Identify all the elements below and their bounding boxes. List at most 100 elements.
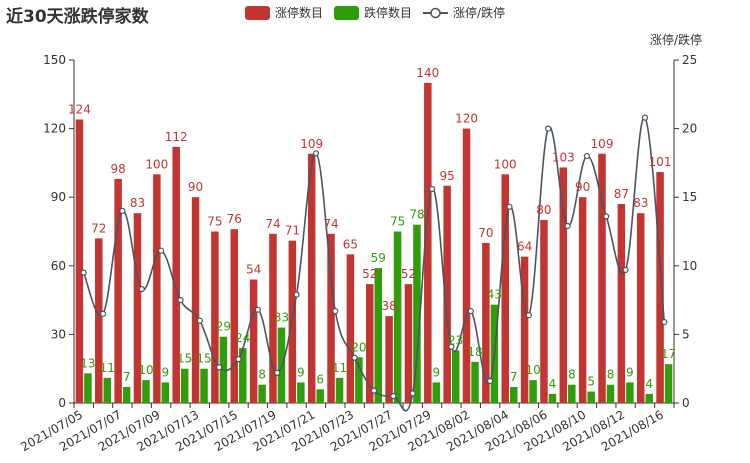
data-label-limit-up: 109 (591, 137, 614, 151)
ratio-point (312, 150, 320, 157)
data-label-limit-down: 10 (525, 363, 540, 377)
ratio-point (177, 297, 184, 304)
bar-limit-down (316, 389, 324, 403)
ratio-line-path (82, 116, 666, 412)
right-axis-tick-label: 10 (682, 259, 697, 273)
ratio-point (235, 355, 242, 363)
ratio-point (138, 286, 145, 293)
ratio-point (603, 213, 610, 220)
ratio-point (661, 318, 668, 326)
legend-label-ratio: 涨停/跌停 (453, 6, 506, 20)
ratio-point (293, 291, 300, 298)
right-axis-tick-label: 5 (682, 327, 690, 341)
data-label-limit-up: 95 (440, 169, 455, 183)
bar-limit-up (520, 256, 529, 403)
legend-label-limit-up: 涨停数目 (275, 6, 324, 20)
bar-limit-up (230, 229, 239, 403)
data-label-limit-down: 6 (316, 372, 324, 386)
data-label-limit-down: 20 (351, 340, 366, 354)
data-label-limit-up: 100 (145, 157, 168, 171)
data-label-limit-down: 8 (568, 368, 576, 382)
ratio-point (332, 307, 339, 315)
chart-title: 近30天涨跌停家数 (6, 7, 149, 27)
bar-limit-up (211, 231, 219, 403)
series-ratio-line (80, 114, 668, 412)
data-label-limit-up: 71 (285, 224, 300, 238)
ratio-point (487, 377, 494, 385)
bar-limit-up (636, 213, 645, 403)
data-label-limit-up: 52 (362, 267, 377, 281)
bar-limit-up (443, 185, 451, 403)
bar-limit-up (559, 167, 568, 403)
data-label-limit-down: 24 (235, 331, 250, 345)
bar-limit-down (161, 382, 170, 403)
data-label-limit-up: 75 (207, 215, 222, 229)
data-label-limit-up: 120 (455, 112, 478, 126)
bar-limit-up (501, 174, 509, 403)
bar-limit-up (385, 316, 393, 403)
ratio-point (467, 307, 474, 315)
bar-limit-down (451, 350, 460, 403)
ratio-point (216, 364, 223, 371)
data-label-limit-up: 140 (416, 66, 439, 80)
legend-item-ratio[interactable]: 涨停/跌停 (423, 4, 505, 21)
data-label-limit-down: 29 (216, 320, 231, 334)
bar-limit-up (327, 233, 335, 403)
ratio-point (157, 247, 165, 254)
bar-limit-up (75, 119, 84, 403)
bar-limit-up (578, 197, 587, 403)
data-label-limit-up: 74 (323, 217, 338, 231)
data-label-limit-up: 83 (130, 196, 145, 210)
data-label-limit-down: 13 (80, 356, 95, 370)
bar-limit-up (133, 213, 142, 403)
data-label-limit-up: 101 (649, 155, 672, 169)
bar-limit-down (335, 377, 344, 403)
ratio-point (564, 222, 571, 230)
data-label-limit-up: 52 (401, 267, 416, 281)
bar-limit-up (95, 238, 103, 403)
data-label-limit-down: 9 (432, 365, 440, 379)
bar-limit-down (142, 380, 150, 403)
data-label-limit-down: 43 (487, 288, 502, 302)
legend-item-limit-down[interactable]: 跌停数目 (334, 4, 412, 21)
bar-limit-up (656, 172, 664, 403)
data-label-limit-down: 8 (607, 368, 615, 382)
data-label-limit-up: 90 (188, 180, 203, 194)
data-labels: 1241372119878310100911215901575297624548… (68, 66, 676, 391)
bar-limit-down (413, 224, 421, 403)
bar-limit-down (432, 382, 441, 403)
data-label-limit-up: 87 (614, 187, 629, 201)
left-axis-tick-label: 90 (51, 190, 66, 204)
data-label-limit-down: 5 (587, 375, 595, 389)
data-label-limit-up: 76 (227, 212, 242, 226)
ratio-point (370, 387, 378, 394)
bar-limit-down (645, 393, 653, 403)
legend-item-limit-up[interactable]: 涨停数目 (245, 4, 323, 21)
bar-limit-up (153, 174, 161, 403)
legend: 涨停数目 跌停数目 涨停/跌停 (0, 4, 750, 20)
bar-limit-down (664, 364, 673, 403)
bar-limit-down (471, 361, 479, 403)
bar-limit-up (404, 284, 413, 403)
data-label-limit-up: 38 (381, 299, 396, 313)
bar-limit-down (626, 382, 634, 403)
data-label-limit-up: 83 (633, 196, 648, 210)
left-axis-tick-label: 120 (43, 122, 66, 136)
bar-limit-up (482, 242, 490, 403)
data-label-limit-up: 70 (478, 226, 493, 240)
bar-limit-up (307, 153, 316, 403)
series-limit-up-bars (75, 82, 664, 404)
data-label-limit-down: 9 (162, 365, 170, 379)
left-axis-tick-label: 30 (51, 327, 66, 341)
data-label-limit-up: 124 (68, 102, 91, 116)
legend-label-limit-down: 跌停数目 (364, 6, 413, 20)
bar-limit-up (462, 128, 471, 403)
data-label-limit-down: 4 (549, 377, 557, 391)
left-axis-tick-label: 60 (51, 259, 66, 273)
bar-limit-down (84, 373, 92, 403)
data-label-limit-down: 7 (510, 370, 518, 384)
data-label-limit-up: 65 (343, 237, 358, 251)
bar-limit-down (374, 268, 382, 403)
bar-limit-down (529, 380, 537, 403)
data-label-limit-down: 75 (390, 215, 405, 229)
